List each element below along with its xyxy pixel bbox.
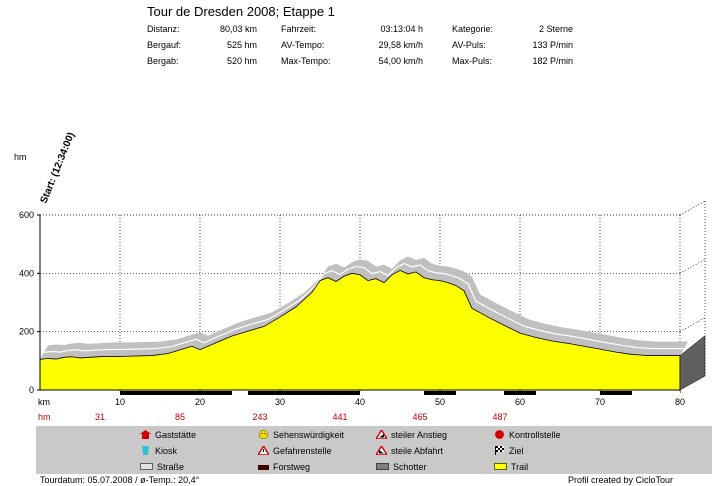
stat-value: 54,00 km/h [378,56,423,66]
stat-label: Distanz: [147,24,180,34]
elevation-value-label: 31 [95,412,105,422]
legend-item-steile-abfahrt: steile Abfahrt [376,446,443,456]
stat-value: 520 hm [226,56,257,66]
footer-credit: Profil created by CicloTour [568,475,674,485]
chart-title: Tour de Dresden 2008; Etappe 1 [147,4,335,19]
checkered-flag-icon [495,446,504,455]
surface-segment [120,391,232,395]
profile-area [39,256,706,391]
stat-value: 133 P/min [532,40,573,50]
surface-segment [456,391,504,395]
cup-icon [142,446,149,455]
legend-item-strasse: Straße [140,462,184,472]
house-icon [140,430,151,439]
y-tick-label: 400 [19,268,34,278]
footer-tour-info: Tourdatum: 05.07.2008 / ø-Temp.: 20,4° [40,475,200,485]
legend-item-sehenswuerdigkeit: Sehenswürdigkeit [258,430,344,440]
elevation-value-label: 465 [412,412,427,422]
stat-value: 525 hm [226,40,257,50]
y-tick-label: 600 [19,210,34,220]
start-marker-label: Start: (12:34:00) [39,131,78,205]
stat-label: AV-Tempo: [281,40,325,50]
road-swatch-icon [140,463,153,470]
forest-path-swatch-icon [258,465,269,470]
x-tick-label: 80 [675,397,685,407]
legend-item-kontrollstelle: Kontrollstelle [494,430,561,440]
stat-label: Kategorie: [452,24,494,34]
surface-segment [424,391,456,395]
surface-segment [248,391,360,395]
gridline-depth [679,259,706,274]
stat-label: Max-Tempo: [281,56,331,66]
legend-item-schotter: Schotter [376,462,427,472]
x-tick-label: 20 [195,397,205,407]
danger-icon [258,446,269,455]
warning-down-icon [376,446,387,455]
y-axis-label: hm [14,152,27,162]
x-tick-label: 10 [115,397,125,407]
surface-segment [536,391,600,395]
stat-label: Bergauf: [147,40,182,50]
profile-shadow [40,256,688,360]
shadow-highlight-line [43,262,684,353]
x-axis-label: km [38,397,50,407]
legend-item-gaststaette: Gaststätte [140,430,196,440]
x-tick-label: 30 [275,397,285,407]
elevation-value-label: 243 [252,412,267,422]
stat-value: 03:13:04 h [380,24,423,34]
stop-icon [495,430,504,439]
x-tick-label: 60 [515,397,525,407]
surface-segment [632,391,680,395]
elevation-value-label: 487 [492,412,507,422]
gridline-depth [679,200,706,216]
gridline-depth [679,317,706,332]
stat-label: AV-Puls: [452,40,486,50]
surface-segment [360,391,424,395]
profile-area-trail [39,269,681,391]
legend: Gaststätte Sehenswürdigkeit steiler Anst… [36,426,712,474]
surface-segment [40,391,120,395]
y-tick-label: 200 [19,327,34,337]
legend-item-steiler-anstieg: steiler Anstieg [376,430,447,440]
elevation-value-label: 85 [175,412,185,422]
x-tick-label: 70 [595,397,605,407]
legend-item-kiosk: Kiosk [140,446,177,456]
stat-label: Bergab: [147,56,179,66]
gravel-swatch-icon [376,463,389,470]
axes [37,214,681,395]
elevation-row-label: hm [38,412,51,422]
legend-item-gefahrenstelle: Gefahrenstelle [258,446,332,456]
warning-up-icon [376,430,387,439]
stat-value: 29,58 km/h [378,40,423,50]
elevation-profile-chart: 0 200 400 600 hm 10 20 30 40 50 60 70 80 km hm 31 85 243 4… [14,131,706,422]
y-tick-label: 0 [29,385,34,395]
stat-label: Max-Puls: [452,56,493,66]
surface-segment [600,391,632,395]
trail-swatch-icon [494,463,507,470]
legend-item-forstweg: Forstweg [258,462,310,472]
stat-label: Fahrzeit: [281,24,317,34]
surface-segment [232,391,248,395]
stat-value: 80,03 km [219,24,257,34]
stat-value: 182 P/min [532,56,573,66]
legend-item-ziel: Ziel [494,446,524,456]
surface-segment [504,391,536,395]
profile-side-face [679,335,706,391]
stat-value: 2 Sterne [538,24,573,34]
legend-item-trail: Trail [494,462,528,472]
elevation-value-label: 441 [332,412,347,422]
x-tick-label: 50 [435,397,445,407]
smiley-icon [258,430,269,439]
x-tick-label: 40 [355,397,365,407]
